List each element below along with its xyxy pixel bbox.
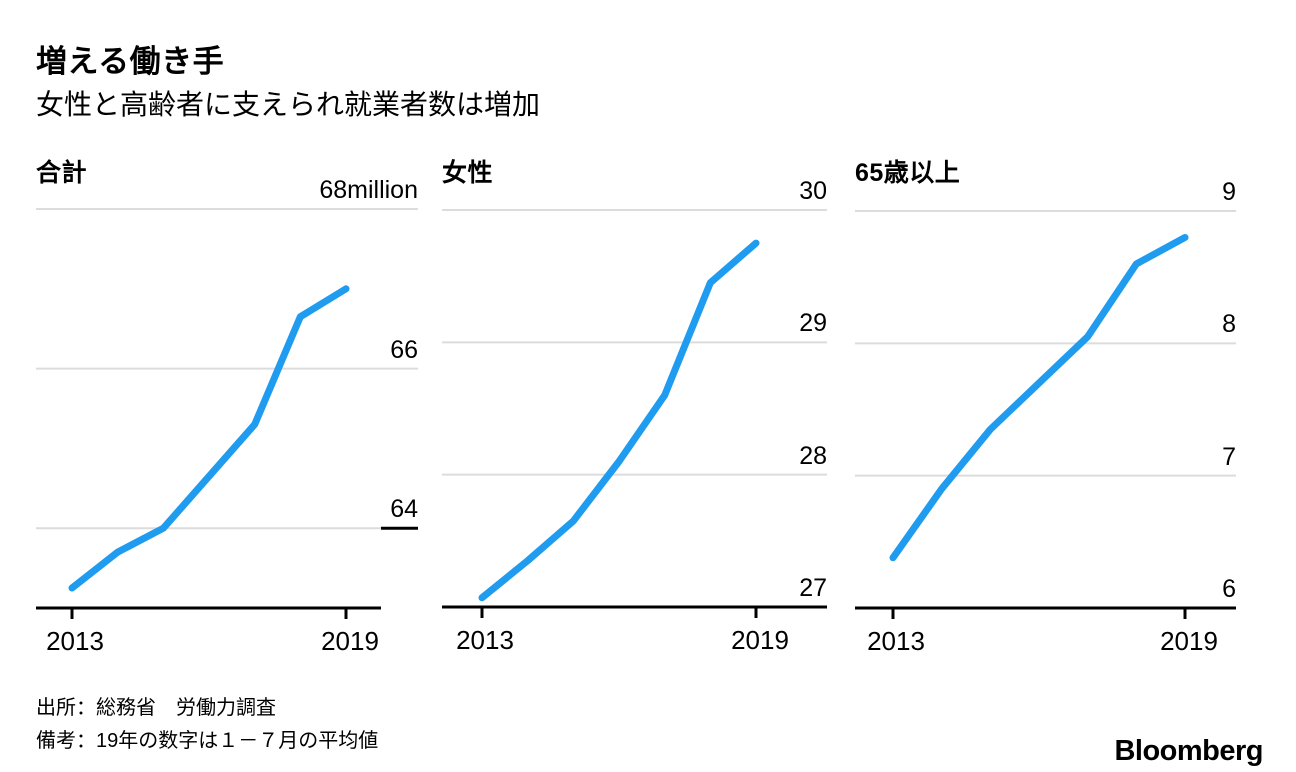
data-line-1	[478, 239, 760, 602]
y-axis-label: 66	[390, 335, 418, 364]
x-axis-label: 2013	[456, 625, 514, 655]
source-note: 出所：総務省 労働力調査	[36, 697, 276, 719]
y-axis-label: 6	[1222, 575, 1236, 603]
page-title: 増える働き手	[36, 44, 225, 79]
y-axis-label: 9	[1222, 178, 1236, 206]
data-line-2	[889, 233, 1189, 562]
panel-title-65-and-over: 65歳以上	[855, 159, 961, 187]
y-axis-label: 8	[1222, 310, 1236, 339]
y-axis-label: 29	[799, 309, 827, 338]
y-axis-label: 27	[799, 574, 827, 602]
x-axis-label: 2019	[731, 625, 789, 655]
page-subtitle: 女性と高齢者に支えられ就業者数は増加	[36, 89, 541, 120]
x-axis-label: 2019	[321, 626, 379, 656]
y-axis-label: 7	[1222, 442, 1236, 471]
y-axis-label: 30	[799, 177, 827, 205]
y-axis-label: 68million	[319, 176, 418, 204]
x-axis-label: 2013	[46, 626, 104, 656]
x-axis-label: 2013	[867, 626, 925, 656]
y-axis-label: 28	[799, 441, 827, 470]
panel-title-women: 女性	[442, 159, 494, 187]
y-axis-label: 64	[390, 495, 418, 524]
panel-title-total: 合計	[36, 159, 88, 187]
data-line-0	[68, 285, 350, 592]
bloomberg-logo: Bloomberg	[1114, 735, 1263, 767]
footnote: 備考：19年の数字は１－７月の平均値	[36, 730, 379, 752]
x-axis-label: 2019	[1160, 626, 1218, 656]
